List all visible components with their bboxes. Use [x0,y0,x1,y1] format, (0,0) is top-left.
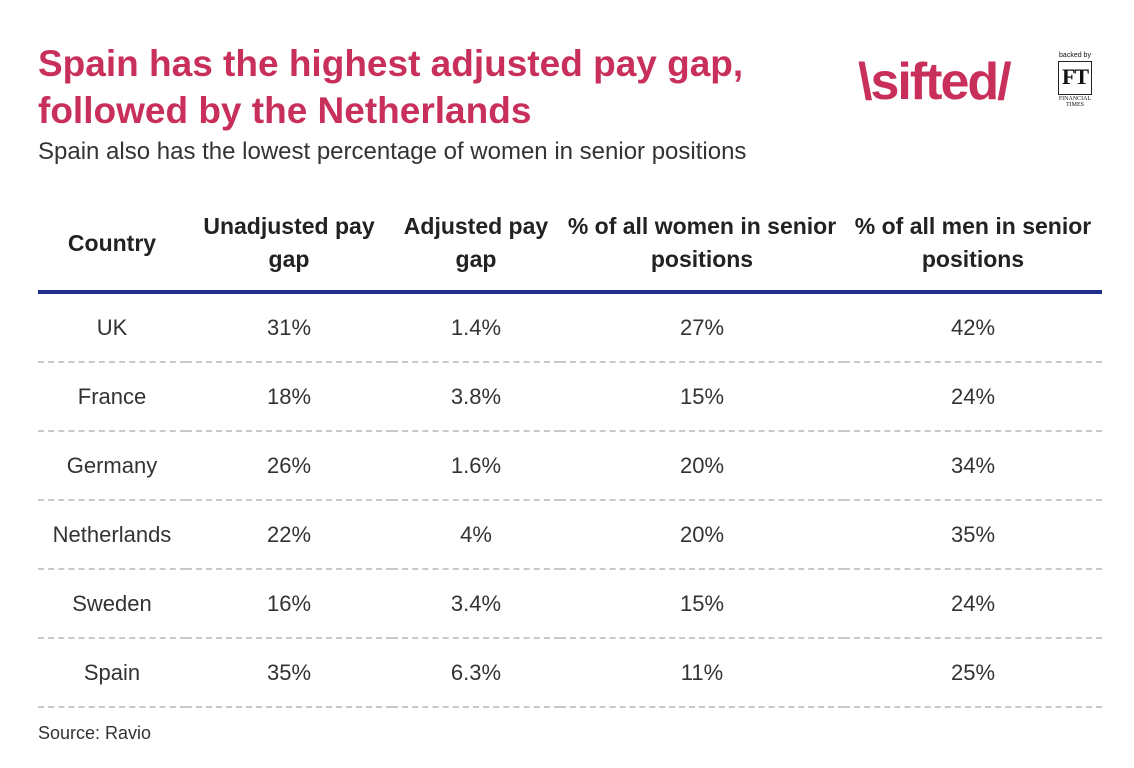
header-row: Country Unadjusted pay gap Adjusted pay … [38,196,1102,294]
table-row: Sweden 16% 3.4% 15% 24% [38,569,1102,639]
table-row: UK 31% 1.4% 27% 42% [38,292,1102,363]
header-men-senior: % of all men in senior positions [844,196,1102,294]
header-adjusted-pay-gap: Adjusted pay gap [392,196,560,294]
ft-logo: FT [1061,64,1089,89]
cell-unadjusted: 35% [186,638,392,708]
cell-country: Spain [38,638,186,708]
cell-country: Germany [38,431,186,501]
cell-women-senior: 15% [560,362,844,432]
cell-country: Netherlands [38,500,186,570]
source-note: Source: Ravio [38,723,152,743]
header-unadjusted-pay-gap: Unadjusted pay gap [186,196,392,294]
cell-women-senior: 11% [560,638,844,708]
cell-country: UK [38,292,186,363]
table-row: Netherlands 22% 4% 20% 35% [38,500,1102,570]
cell-unadjusted: 18% [186,362,392,432]
chart-subtitle: Spain also has the lowest percentage of … [38,138,747,165]
cell-men-senior: 24% [844,569,1102,639]
cell-men-senior: 25% [844,638,1102,708]
cell-unadjusted: 31% [186,292,392,363]
cell-country: Sweden [38,569,186,639]
cell-adjusted: 3.4% [392,569,560,639]
cell-adjusted: 1.4% [392,292,560,363]
cell-women-senior: 27% [560,292,844,363]
sifted-logo: \sifted/ backed by FT FINANCIAL TIMES [858,52,1094,114]
cell-adjusted: 3.8% [392,362,560,432]
sifted-wordmark: \sifted/ [858,53,1012,111]
cell-unadjusted: 22% [186,500,392,570]
header-women-senior: % of all women in senior positions [560,196,844,294]
cell-men-senior: 34% [844,431,1102,501]
cell-adjusted: 6.3% [392,638,560,708]
pay-gap-table: Country Unadjusted pay gap Adjusted pay … [38,196,1102,708]
ft-name: FINANCIAL TIMES [1058,96,1092,108]
cell-women-senior: 20% [560,500,844,570]
cell-women-senior: 15% [560,569,844,639]
header-country: Country [38,196,186,294]
cell-country: France [38,362,186,432]
cell-men-senior: 24% [844,362,1102,432]
cell-adjusted: 1.6% [392,431,560,501]
cell-adjusted: 4% [392,500,560,570]
backed-by-text: backed by [1059,52,1091,59]
cell-men-senior: 42% [844,292,1102,363]
cell-men-senior: 35% [844,500,1102,570]
table-row: Spain 35% 6.3% 11% 25% [38,638,1102,708]
table-row: Germany 26% 1.6% 20% 34% [38,431,1102,501]
table-row: France 18% 3.8% 15% 24% [38,362,1102,432]
cell-women-senior: 20% [560,431,844,501]
chart-title: Spain has the highest adjusted pay gap, … [38,43,744,131]
cell-unadjusted: 26% [186,431,392,501]
cell-unadjusted: 16% [186,569,392,639]
ft-logo-box [1058,61,1092,95]
